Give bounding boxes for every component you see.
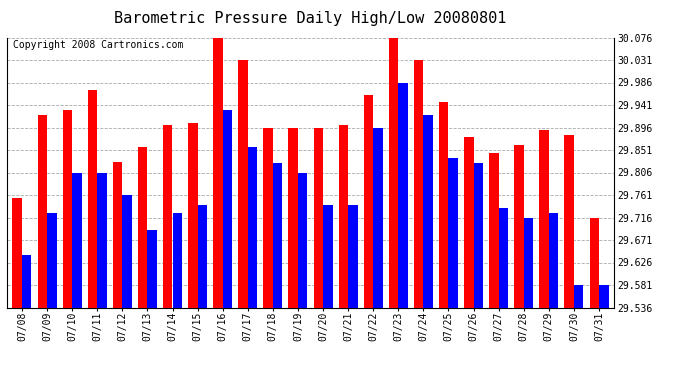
- Bar: [589, 217, 599, 308]
- Bar: [599, 285, 609, 308]
- Bar: [213, 38, 223, 308]
- Bar: [112, 162, 122, 308]
- Bar: [22, 255, 32, 308]
- Bar: [464, 138, 473, 308]
- Bar: [288, 128, 298, 308]
- Bar: [273, 162, 282, 308]
- Bar: [97, 172, 107, 308]
- Bar: [223, 110, 233, 308]
- Bar: [398, 82, 408, 308]
- Bar: [197, 205, 207, 308]
- Bar: [364, 95, 373, 308]
- Bar: [298, 172, 308, 308]
- Bar: [248, 147, 257, 308]
- Bar: [414, 60, 424, 308]
- Bar: [37, 115, 47, 308]
- Bar: [339, 125, 348, 308]
- Bar: [238, 60, 248, 308]
- Bar: [574, 285, 584, 308]
- Bar: [424, 115, 433, 308]
- Bar: [348, 205, 357, 308]
- Bar: [47, 213, 57, 308]
- Bar: [138, 147, 148, 308]
- Bar: [448, 158, 458, 308]
- Bar: [163, 125, 172, 308]
- Bar: [439, 102, 449, 308]
- Bar: [473, 162, 483, 308]
- Bar: [122, 195, 132, 308]
- Bar: [489, 153, 499, 308]
- Bar: [148, 230, 157, 308]
- Bar: [540, 130, 549, 308]
- Bar: [323, 205, 333, 308]
- Bar: [499, 207, 509, 308]
- Bar: [313, 128, 323, 308]
- Bar: [514, 145, 524, 308]
- Bar: [188, 123, 197, 308]
- Bar: [549, 213, 558, 308]
- Bar: [72, 172, 81, 308]
- Bar: [63, 110, 72, 308]
- Bar: [12, 198, 22, 308]
- Bar: [388, 38, 398, 308]
- Bar: [373, 128, 383, 308]
- Text: Barometric Pressure Daily High/Low 20080801: Barometric Pressure Daily High/Low 20080…: [115, 11, 506, 26]
- Bar: [264, 128, 273, 308]
- Bar: [564, 135, 574, 308]
- Text: Copyright 2008 Cartronics.com: Copyright 2008 Cartronics.com: [13, 40, 184, 50]
- Bar: [524, 217, 533, 308]
- Bar: [88, 90, 97, 308]
- Bar: [172, 213, 182, 308]
